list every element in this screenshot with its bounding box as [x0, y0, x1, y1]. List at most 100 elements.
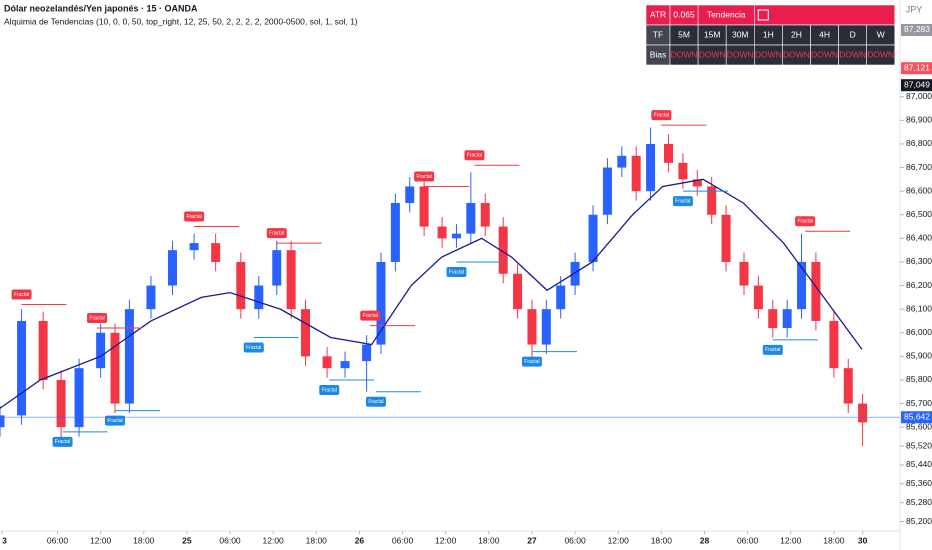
price-tag	[901, 79, 932, 92]
x-tick-label: 12:00	[608, 535, 630, 545]
candle-body	[362, 344, 372, 362]
x-tick-label: 18:00	[651, 535, 673, 545]
fractal-box	[52, 436, 73, 447]
table-text: DOWN	[755, 49, 782, 59]
fractal-box	[266, 228, 287, 239]
fractal-box	[762, 344, 783, 355]
x-tick-label: 18:00	[478, 535, 500, 545]
candle-body	[451, 233, 461, 239]
candle-body	[38, 320, 48, 380]
candle-body	[272, 250, 282, 286]
x-tick-label: 12:00	[90, 535, 112, 545]
candle-body	[739, 261, 749, 286]
y-tick-label: 86,400	[906, 233, 932, 243]
y-tick-label: 85,280	[906, 497, 932, 507]
y-tick-label: 86,800	[906, 138, 932, 148]
fractal-box	[243, 342, 264, 353]
table-cell	[866, 44, 896, 66]
table-text: ATR	[650, 9, 666, 19]
price-tag	[901, 23, 932, 36]
y-tick-label: 86,100	[906, 303, 932, 313]
table-text: 15M	[704, 29, 721, 39]
candle-body	[631, 155, 641, 192]
y-tick-label: 85,900	[906, 351, 932, 361]
y-tick-label: 87,000	[906, 91, 932, 101]
candle-body	[437, 226, 447, 239]
y-tick-label: 85,440	[906, 459, 932, 469]
fractal-label: Fractal	[55, 439, 70, 445]
x-tick-label: 12:00	[435, 535, 457, 545]
candle-body	[419, 186, 429, 227]
x-tick-label: 06:00	[737, 535, 759, 545]
table-text: DOWN	[699, 49, 726, 59]
x-tick-label: 28	[700, 535, 710, 545]
table-text: 4H	[819, 29, 830, 39]
x-tick-label: 25	[182, 535, 192, 545]
table-text: 30M	[732, 29, 749, 39]
fractal-box	[414, 171, 435, 182]
x-tick-label: 18:00	[306, 535, 328, 545]
candle-body	[74, 368, 84, 428]
candle-body	[664, 143, 674, 163]
candle-body	[236, 261, 246, 310]
candle-body	[146, 285, 156, 310]
candle-body	[556, 285, 566, 310]
fractal-label: Fractal	[765, 347, 780, 353]
x-tick-label: 27	[527, 535, 537, 545]
fractal-label: Fractal	[14, 292, 29, 298]
table-text: 5M	[678, 29, 690, 39]
fractal-label: Fractal	[797, 219, 812, 225]
y-tick-label: 86,300	[906, 256, 932, 266]
candle-body	[570, 261, 580, 286]
y-tick-label: 86,600	[906, 185, 932, 195]
fractal-box	[184, 211, 205, 222]
y-tick-label: 85,360	[906, 478, 932, 488]
fractal-box	[446, 266, 467, 277]
candle-body	[811, 261, 821, 321]
candle-body	[286, 250, 296, 310]
x-tick-label: 06:00	[564, 535, 586, 545]
candle-body	[480, 202, 490, 227]
candle-body	[301, 309, 311, 357]
table-text: D	[850, 29, 856, 39]
candle-body	[168, 250, 178, 286]
x-tick-label: 18:00	[823, 535, 845, 545]
y-tick-label: 86,700	[906, 162, 932, 172]
candle-body	[617, 155, 627, 168]
symbol-title: Dólar neozelandés/Yen japonés · 15 · OAN…	[4, 3, 198, 13]
candle-body	[322, 356, 332, 369]
candle-body	[405, 186, 415, 203]
fractal-label: Fractal	[467, 153, 482, 159]
fractal-box	[87, 313, 108, 324]
candle-body	[602, 167, 612, 215]
fractal-label: Fractal	[416, 174, 431, 180]
candle-body	[678, 162, 688, 180]
fractal-label: Fractal	[524, 359, 539, 365]
fractal-label: Fractal	[186, 214, 201, 220]
table-text: DOWN	[811, 49, 838, 59]
fractal-box	[672, 196, 693, 207]
candle-body	[211, 243, 221, 262]
candle-body	[390, 202, 400, 262]
candle-body	[466, 202, 476, 234]
y-tick-label: 85,700	[906, 398, 932, 408]
price-tag-label: 87,283	[904, 24, 930, 34]
x-tick-label: 30	[858, 535, 868, 545]
table-text: W	[877, 29, 885, 39]
y-tick-label: 85,800	[906, 374, 932, 384]
table-cell	[753, 4, 896, 26]
y-tick-label: 85,600	[906, 421, 932, 431]
y-tick-label: 85,520	[906, 440, 932, 450]
fractal-label: Fractal	[269, 230, 284, 236]
candle-body	[527, 309, 537, 345]
x-tick-label: 06:00	[47, 535, 69, 545]
fractal-label: Fractal	[107, 418, 122, 424]
candle-body	[692, 179, 702, 187]
x-tick-label: 06:00	[392, 535, 414, 545]
price-tag	[901, 411, 932, 424]
fractal-label: Fractal	[654, 112, 669, 118]
candle-body	[110, 332, 120, 404]
fractal-label: Fractal	[363, 313, 378, 319]
fractal-label: Fractal	[449, 269, 464, 275]
fractal-box	[521, 356, 542, 367]
